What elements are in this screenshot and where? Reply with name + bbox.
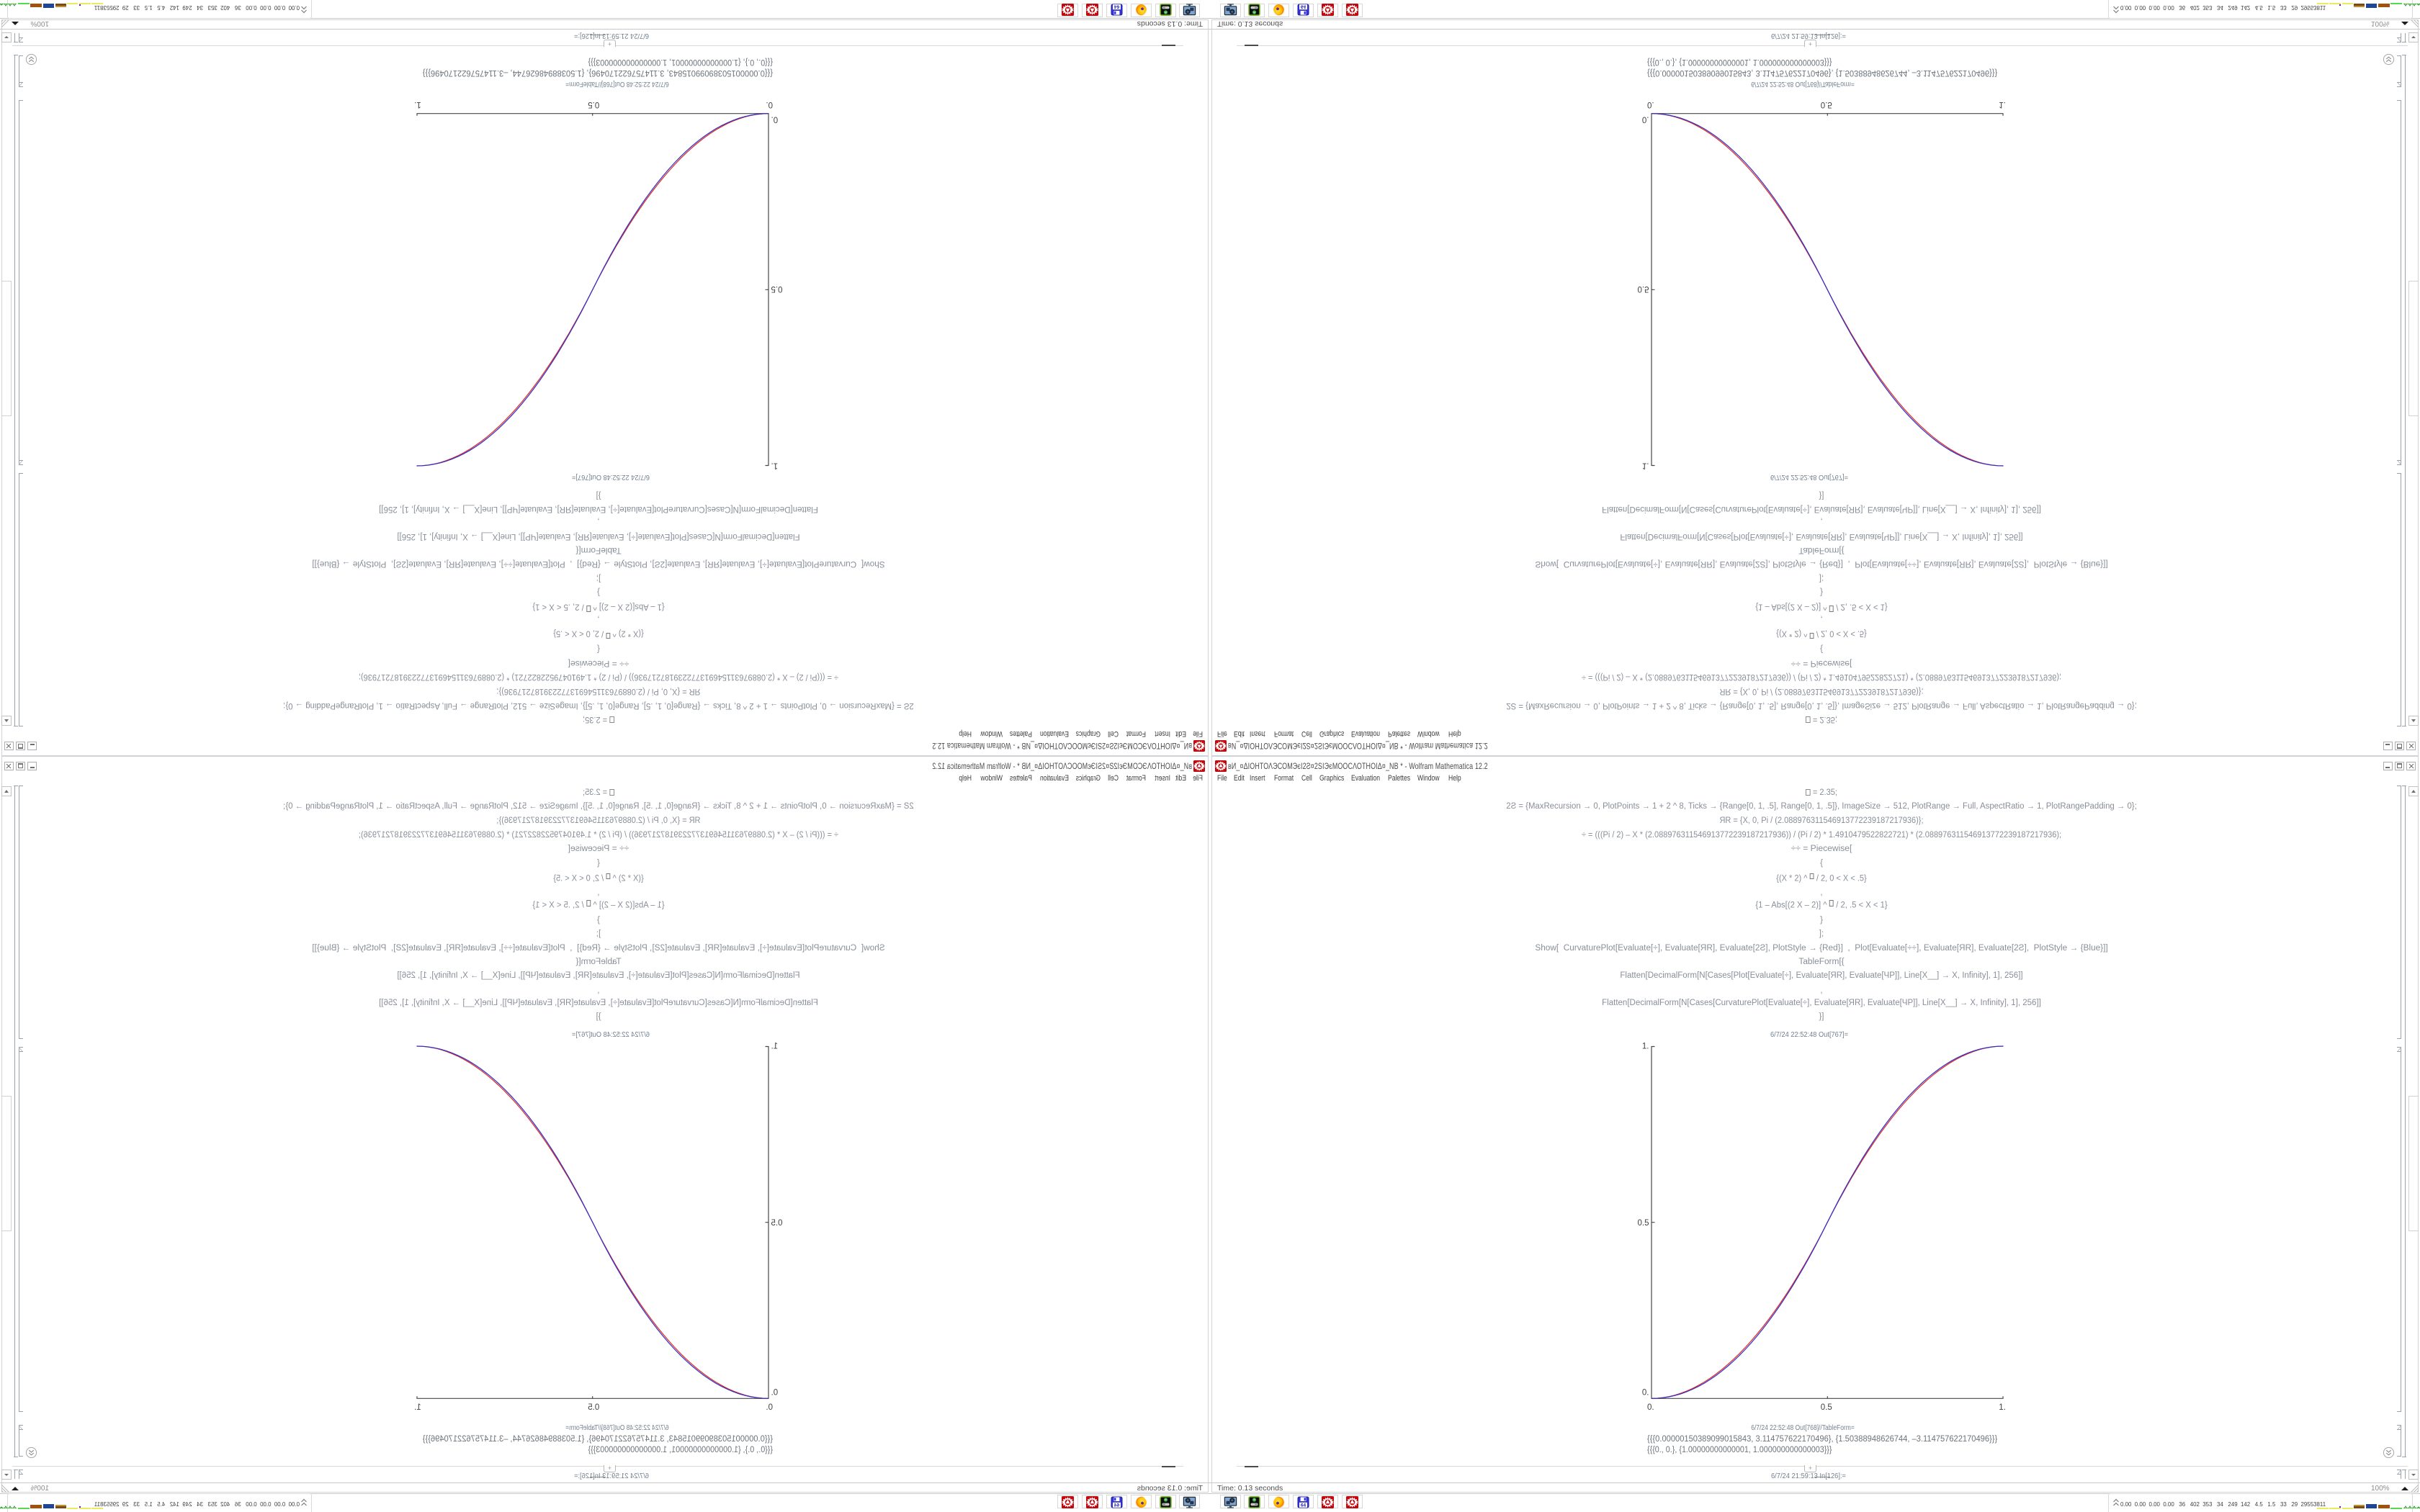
svg-text:1.: 1.	[1999, 1403, 2006, 1412]
svg-text:1.: 1.	[771, 462, 779, 470]
svg-text:1.: 1.	[414, 100, 421, 109]
svg-text:0.5: 0.5	[588, 1403, 599, 1412]
svg-text:64: 64	[1301, 4, 1307, 9]
svg-text:0.5: 0.5	[1821, 1403, 1832, 1412]
svg-text:0.: 0.	[1642, 115, 1649, 124]
svg-text:0.5: 0.5	[771, 1219, 783, 1228]
svg-text:0.5: 0.5	[588, 100, 599, 109]
svg-text:1.: 1.	[1999, 100, 2006, 109]
svg-text:0.: 0.	[766, 1403, 773, 1412]
svg-text:64: 64	[1114, 1503, 1120, 1508]
svg-text:0.: 0.	[771, 1389, 779, 1398]
svg-text:0.: 0.	[1647, 100, 1654, 109]
svg-text:0.5: 0.5	[1638, 1219, 1649, 1228]
svg-text:0.: 0.	[1642, 1389, 1649, 1398]
svg-text:64: 64	[1301, 1503, 1307, 1508]
svg-text:1.: 1.	[1642, 462, 1649, 470]
svg-text:0.5: 0.5	[771, 284, 783, 293]
svg-text:1.: 1.	[771, 1043, 779, 1051]
svg-text:0.5: 0.5	[1638, 284, 1649, 293]
svg-text:0.: 0.	[771, 115, 779, 124]
svg-text:1.: 1.	[414, 1403, 421, 1412]
svg-text:1.: 1.	[1642, 1043, 1649, 1051]
svg-text:0.5: 0.5	[1821, 100, 1832, 109]
svg-text:0.: 0.	[1647, 1403, 1654, 1412]
svg-text:0.: 0.	[766, 100, 773, 109]
svg-text:64: 64	[1114, 4, 1120, 9]
